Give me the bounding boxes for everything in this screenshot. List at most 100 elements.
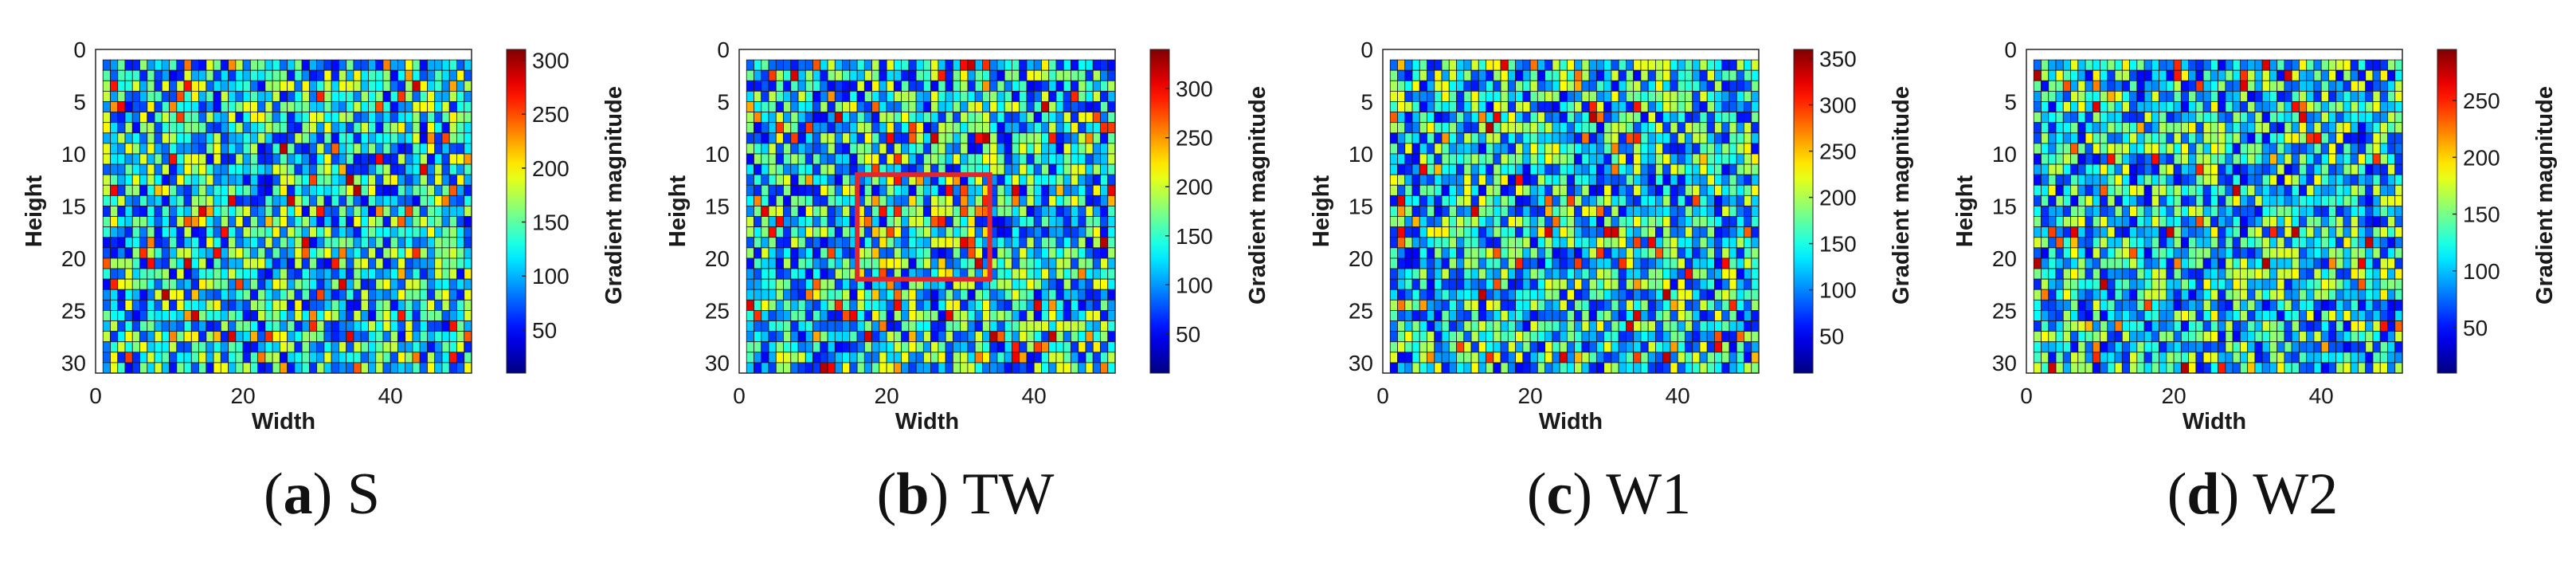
heatmap-cell	[206, 112, 214, 124]
heatmap-cell	[856, 341, 865, 353]
heatmap-cell	[405, 101, 413, 112]
heatmap-cell	[2299, 90, 2308, 102]
heatmap-cell	[154, 237, 162, 249]
heatmap-cell	[405, 174, 413, 186]
heatmap-cell	[1647, 289, 1656, 301]
heatmap-cell	[1411, 331, 1420, 343]
heatmap-cell	[790, 122, 799, 134]
heatmap-cell	[228, 289, 237, 301]
heatmap-cell	[754, 132, 762, 144]
heatmap-cell	[901, 352, 910, 364]
heatmap-cell	[102, 331, 111, 343]
heatmap-cell	[1419, 112, 1427, 124]
heatmap-cell	[2291, 59, 2300, 71]
heatmap-cell	[2188, 112, 2197, 124]
heatmap-cell	[228, 195, 237, 206]
heatmap-cell	[982, 352, 991, 364]
heatmap-cell	[279, 184, 288, 196]
heatmap-cell	[331, 122, 339, 134]
heatmap-cell	[1419, 206, 1427, 217]
heatmap-cell	[1456, 237, 1465, 249]
heatmap-cell	[1055, 341, 1064, 353]
heatmap-cell	[1618, 59, 1627, 71]
heatmap-cell	[1566, 174, 1576, 186]
heatmap-cell	[1626, 352, 1634, 364]
heatmap-cell	[901, 206, 910, 217]
heatmap-cell	[930, 320, 939, 332]
heatmap-cell	[1603, 216, 1612, 228]
heatmap-cell	[294, 132, 303, 144]
heatmap-cell	[169, 226, 178, 238]
heatmap-cell	[1507, 341, 1516, 353]
heatmap-cell	[1404, 320, 1413, 332]
heatmap-cell	[228, 278, 237, 290]
heatmap-cell	[2350, 90, 2359, 102]
heatmap-cell	[1078, 257, 1086, 269]
heatmap-cell	[1507, 331, 1516, 343]
heatmap-cell	[464, 320, 472, 332]
heatmap-cell	[805, 226, 813, 238]
heatmap-cell	[783, 206, 792, 217]
heatmap-cell	[1048, 341, 1057, 353]
heatmap-cell	[1640, 163, 1649, 175]
heatmap-cell	[945, 331, 953, 343]
heatmap-cell	[1736, 101, 1744, 112]
heatmap-cell	[1574, 195, 1583, 206]
heatmap-cell	[228, 206, 237, 217]
heatmap-cell	[2277, 122, 2285, 134]
y-tick-label: 15	[61, 194, 86, 218]
heatmap-cell	[1588, 237, 1597, 249]
heatmap-cell	[249, 237, 259, 249]
heatmap-cell	[1100, 59, 1109, 71]
heatmap-cell	[331, 289, 339, 301]
heatmap-cell	[2041, 122, 2049, 134]
x-tick-label: 40	[1022, 383, 1047, 408]
heatmap-cell	[1012, 247, 1020, 259]
heatmap-cell	[805, 59, 813, 71]
heatmap-cell	[397, 143, 406, 155]
heatmap-cell	[1419, 216, 1427, 228]
heatmap-cell	[863, 289, 872, 301]
heatmap-cell	[790, 289, 799, 301]
heatmap-cell	[183, 216, 192, 228]
heatmap-cell	[2048, 112, 2057, 124]
heatmap-cell	[1463, 174, 1472, 186]
heatmap-cell	[1448, 143, 1457, 155]
heatmap-cell	[1092, 352, 1101, 364]
heatmap-cell	[1389, 206, 1398, 217]
heatmap-cell	[797, 163, 806, 175]
colorbar-tick-label: 300	[1176, 77, 1213, 101]
heatmap-cell	[1588, 226, 1597, 238]
heatmap-cell	[1640, 289, 1649, 301]
heatmap-cell	[812, 184, 821, 196]
y-tick-label: 30	[61, 351, 86, 375]
heatmap-cell	[1544, 163, 1553, 175]
heatmap-cell	[1470, 289, 1479, 301]
heatmap-cell	[886, 143, 895, 155]
heatmap-cell	[746, 112, 754, 124]
heatmap-cell	[139, 101, 148, 112]
heatmap-cell	[405, 237, 413, 249]
heatmap-cell	[412, 101, 421, 112]
heatmap-cell	[279, 153, 288, 165]
heatmap-cell	[1100, 310, 1109, 321]
heatmap-cell	[412, 122, 421, 134]
heatmap-cell	[842, 237, 851, 249]
heatmap-cell	[1048, 69, 1057, 81]
heatmap-cell	[1721, 163, 1730, 175]
heatmap-cell	[893, 184, 902, 196]
heatmap-cell	[1500, 80, 1509, 92]
heatmap-cell	[1107, 122, 1116, 134]
heatmap-cell	[1544, 226, 1553, 238]
heatmap-cell	[448, 278, 457, 290]
heatmap-cell	[1647, 122, 1656, 134]
heatmap-cell	[1611, 310, 1619, 321]
heatmap-cell	[1486, 320, 1494, 332]
heatmap-cell	[1041, 143, 1050, 155]
heatmap-cell	[1522, 101, 1531, 112]
heatmap-cell	[1033, 80, 1042, 92]
heatmap-cell	[1611, 122, 1619, 134]
heatmap-cell	[783, 257, 792, 269]
heatmap-cell	[1411, 299, 1420, 311]
heatmap-cell	[1574, 341, 1583, 353]
